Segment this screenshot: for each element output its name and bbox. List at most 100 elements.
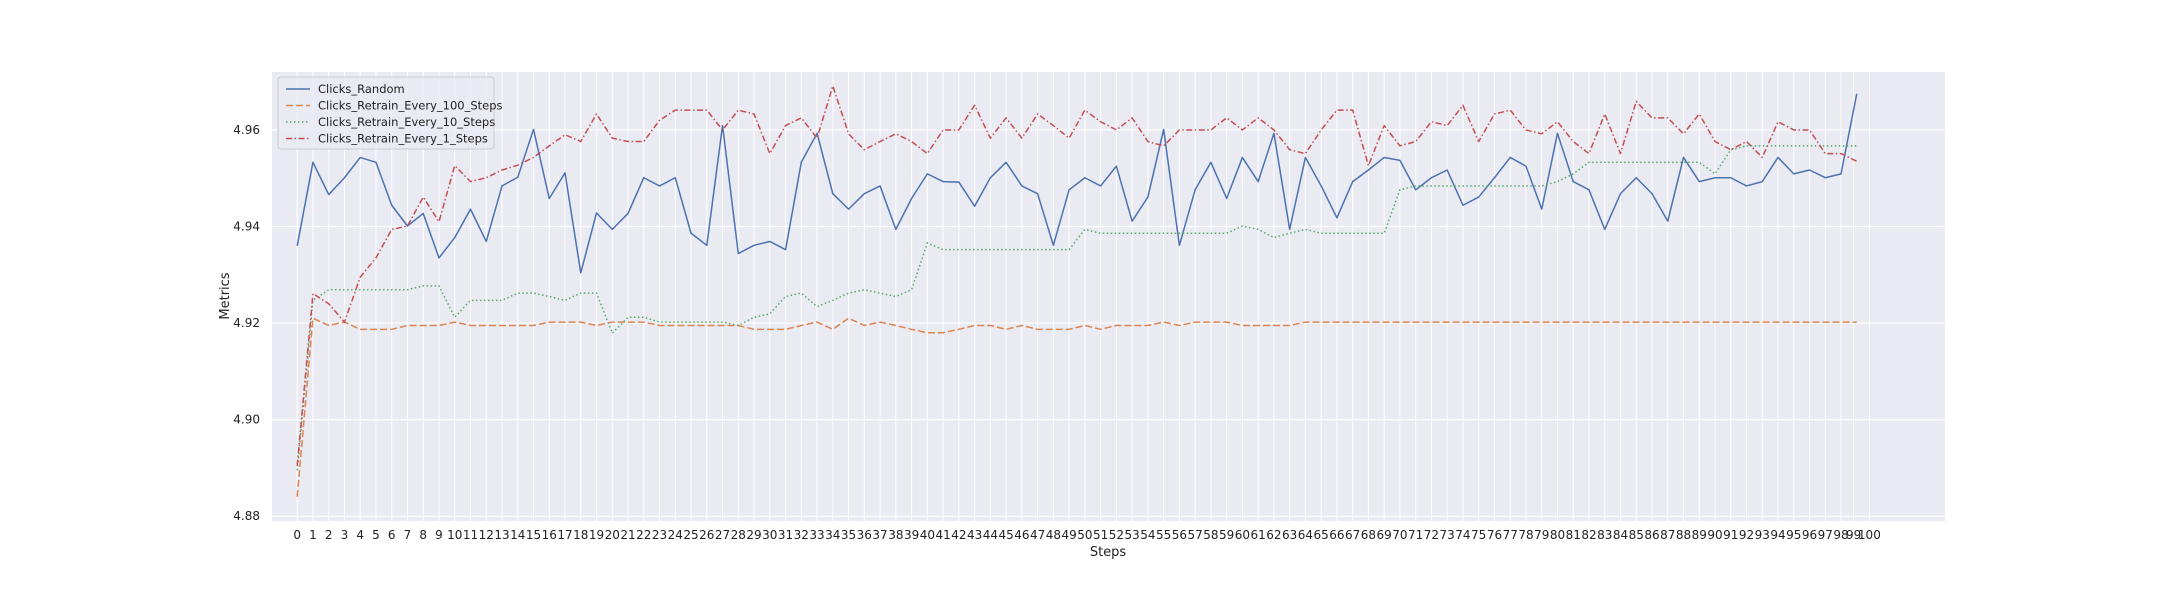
x-tick-label: 43 (967, 528, 982, 542)
x-tick-label: 12 (479, 528, 494, 542)
x-tick-label: 32 (794, 528, 809, 542)
x-tick-label: 77 (1503, 528, 1518, 542)
x-tick-label: 27 (715, 528, 730, 542)
plot-background (272, 72, 1945, 521)
legend-label: Clicks_Retrain_Every_10_Steps (318, 115, 495, 129)
x-tick-label: 23 (652, 528, 667, 542)
x-tick-label: 96 (1802, 528, 1817, 542)
x-tick-label: 62 (1266, 528, 1281, 542)
x-tick-label: 44 (983, 528, 998, 542)
x-tick-label: 42 (951, 528, 966, 542)
x-tick-label: 60 (1235, 528, 1250, 542)
x-tick-label: 7 (404, 528, 412, 542)
x-tick-label: 97 (1818, 528, 1833, 542)
x-tick-label: 92 (1739, 528, 1754, 542)
x-tick-label: 80 (1550, 528, 1565, 542)
series-line-clicks-random (296, 93, 1858, 274)
x-tick-label: 84 (1613, 528, 1628, 542)
x-tick-label: 74 (1455, 528, 1470, 542)
x-tick-label: 72 (1424, 528, 1439, 542)
x-tick-label: 31 (778, 528, 793, 542)
x-tick-label: 13 (494, 528, 509, 542)
x-tick-label: 75 (1471, 528, 1486, 542)
x-tick-label: 21 (620, 528, 635, 542)
x-tick-label: 94 (1770, 528, 1785, 542)
x-tick-label: 51 (1093, 528, 1108, 542)
x-tick-label: 19 (589, 528, 604, 542)
x-tick-label: 9 (435, 528, 443, 542)
x-tick-label: 16 (542, 528, 557, 542)
x-tick-label: 22 (636, 528, 651, 542)
y-axis-label: Metrics (218, 272, 233, 319)
x-tick-label: 39 (904, 528, 919, 542)
x-tick-label: 99 (1846, 528, 1861, 542)
y-tick-label: 4.90 (233, 413, 260, 427)
x-tick-label: 73 (1440, 528, 1455, 542)
x-tick-label: 35 (841, 528, 856, 542)
y-tick-label: 4.92 (233, 316, 260, 330)
legend-frame (277, 76, 495, 150)
legend-label: Clicks_Retrain_Every_1_Steps (318, 132, 488, 146)
x-tick-label: 37 (872, 528, 887, 542)
x-tick-label: 53 (1124, 528, 1139, 542)
x-tick-label: 3 (341, 528, 349, 542)
x-tick-label: 15 (526, 528, 541, 542)
x-tick-label: 78 (1518, 528, 1533, 542)
y-tick-label: 4.96 (233, 123, 260, 137)
x-tick-label: 10 (447, 528, 462, 542)
x-tick-label: 0 (293, 528, 301, 542)
x-tick-label: 5 (372, 528, 380, 542)
x-tick-label: 29 (746, 528, 761, 542)
x-tick-label: 82 (1581, 528, 1596, 542)
x-tick-label: 26 (699, 528, 714, 542)
x-tick-label: 68 (1361, 528, 1376, 542)
x-tick-label: 48 (1046, 528, 1061, 542)
x-tick-label: 58 (1203, 528, 1218, 542)
x-tick-label: 33 (809, 528, 824, 542)
x-tick-label: 20 (605, 528, 620, 542)
x-tick-label: 41 (935, 528, 950, 542)
legend: Clicks_Random Clicks_Retrain_Every_100_St… (277, 76, 503, 150)
x-tick-label: 66 (1329, 528, 1344, 542)
x-tick-label: 8 (419, 528, 427, 542)
x-tick-label: 81 (1566, 528, 1581, 542)
x-tick-label: 50 (1077, 528, 1092, 542)
x-tick-label: 38 (888, 528, 903, 542)
x-tick-label: 69 (1377, 528, 1392, 542)
x-tick-label: 86 (1644, 528, 1659, 542)
x-tick-label: 49 (1061, 528, 1076, 542)
x-tick-label: 47 (1030, 528, 1045, 542)
x-tick-label: 70 (1392, 528, 1407, 542)
y-tick-label: 4.88 (233, 509, 260, 523)
x-tick-label: 1 (309, 528, 317, 542)
x-tick-label: 91 (1723, 528, 1738, 542)
x-tick-label: 36 (857, 528, 872, 542)
x-tick-label: 88 (1676, 528, 1691, 542)
x-tick-label: 64 (1298, 528, 1313, 542)
x-tick-label: 52 (1109, 528, 1124, 542)
x-tick-label: 83 (1597, 528, 1612, 542)
x-tick-label: 30 (762, 528, 777, 542)
x-tick-label: 56 (1172, 528, 1187, 542)
x-tick-label: 59 (1219, 528, 1234, 542)
x-tick-label: 34 (825, 528, 840, 542)
x-tick-label: 46 (1014, 528, 1029, 542)
x-tick-label: 87 (1660, 528, 1675, 542)
x-tick-label: 14 (510, 528, 525, 542)
x-tick-label: 55 (1156, 528, 1171, 542)
x-tick-label: 25 (683, 528, 698, 542)
x-tick-label: 93 (1755, 528, 1770, 542)
series-line-clicks-retrain-every-100-steps (296, 317, 1857, 497)
x-axis-label: Steps (1090, 545, 1127, 560)
x-tick-label: 100 (1858, 528, 1881, 542)
x-tick-label: 98 (1833, 528, 1848, 542)
x-tick-label: 63 (1282, 528, 1297, 542)
x-tick-label: 90 (1707, 528, 1722, 542)
x-tick-label: 54 (1140, 528, 1155, 542)
x-tick-label: 85 (1629, 528, 1644, 542)
x-tick-label: 6 (388, 528, 396, 542)
x-tick-label: 24 (668, 528, 683, 542)
x-tick-label: 57 (1188, 528, 1203, 542)
legend-label: Clicks_Retrain_Every_100_Steps (318, 99, 503, 113)
series-lines (296, 85, 1858, 497)
